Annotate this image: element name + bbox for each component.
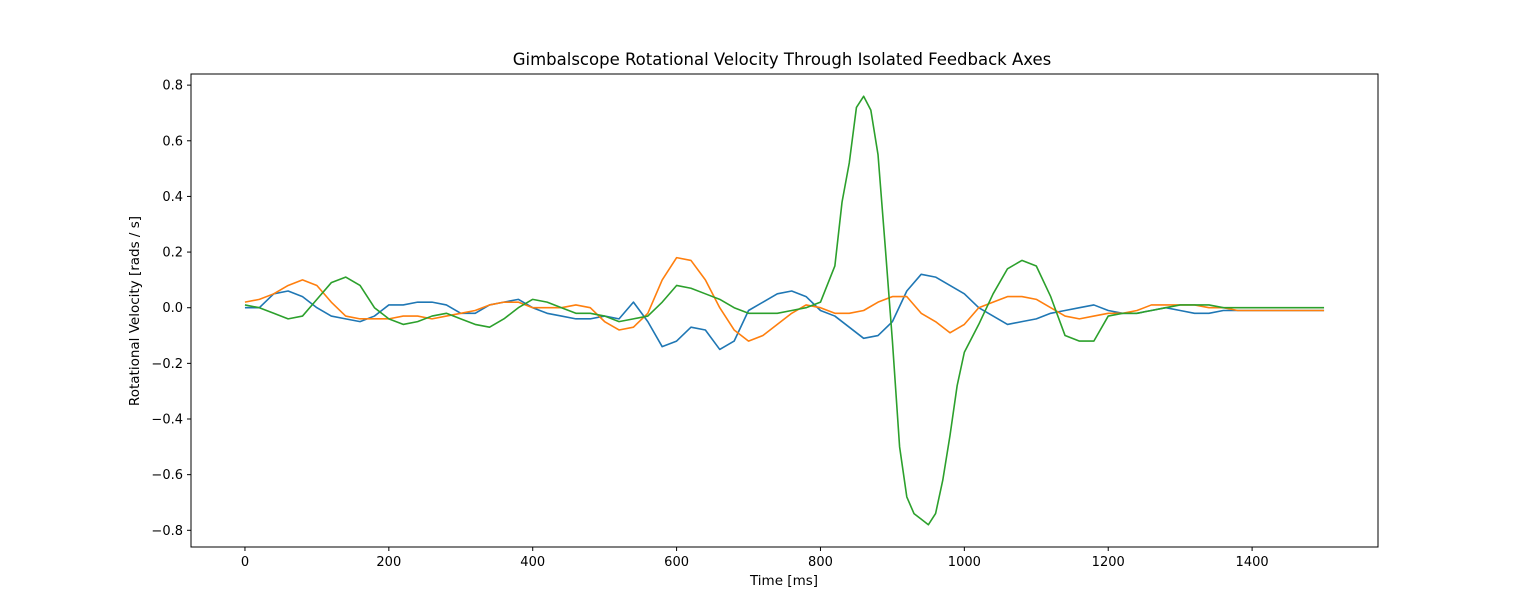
y-tick-label: 0.0 xyxy=(162,301,183,316)
x-tick-label: 600 xyxy=(664,555,689,570)
x-tick-label: 1400 xyxy=(1236,555,1269,570)
y-tick-label: −0.4 xyxy=(151,413,183,428)
plot-area xyxy=(190,73,1379,548)
y-axis-label: Rotational Velocity [rads / s] xyxy=(127,216,143,406)
chart-title: Gimbalscope Rotational Velocity Through … xyxy=(513,50,1052,69)
series-layer xyxy=(244,95,1325,526)
x-tick-label: 1200 xyxy=(1092,555,1125,570)
x-tick-label: 200 xyxy=(376,555,401,570)
y-tick-label: −0.2 xyxy=(151,357,183,372)
series-line-3 xyxy=(244,95,1325,526)
axes-frame xyxy=(190,73,1379,548)
x-axis: 0 200 400 600 800 1000 1200 1400 xyxy=(241,547,1269,570)
y-tick-label: 0.8 xyxy=(162,79,183,94)
x-tick-label: 1000 xyxy=(948,555,981,570)
y-tick-label: −0.6 xyxy=(151,468,183,483)
x-tick-label: 800 xyxy=(808,555,833,570)
y-axis: −0.8 −0.6 −0.4 −0.2 0.0 0.2 0.4 0.6 0.8 xyxy=(151,79,191,539)
y-tick-label: 0.4 xyxy=(162,190,183,205)
x-tick-label: 0 xyxy=(241,555,249,570)
x-tick-label: 400 xyxy=(520,555,545,570)
y-tick-label: 0.6 xyxy=(162,134,183,149)
y-tick-label: −0.8 xyxy=(151,524,183,539)
x-axis-label: Time [ms] xyxy=(749,573,818,589)
series-line-2 xyxy=(244,256,1325,342)
y-tick-label: 0.2 xyxy=(162,246,183,261)
